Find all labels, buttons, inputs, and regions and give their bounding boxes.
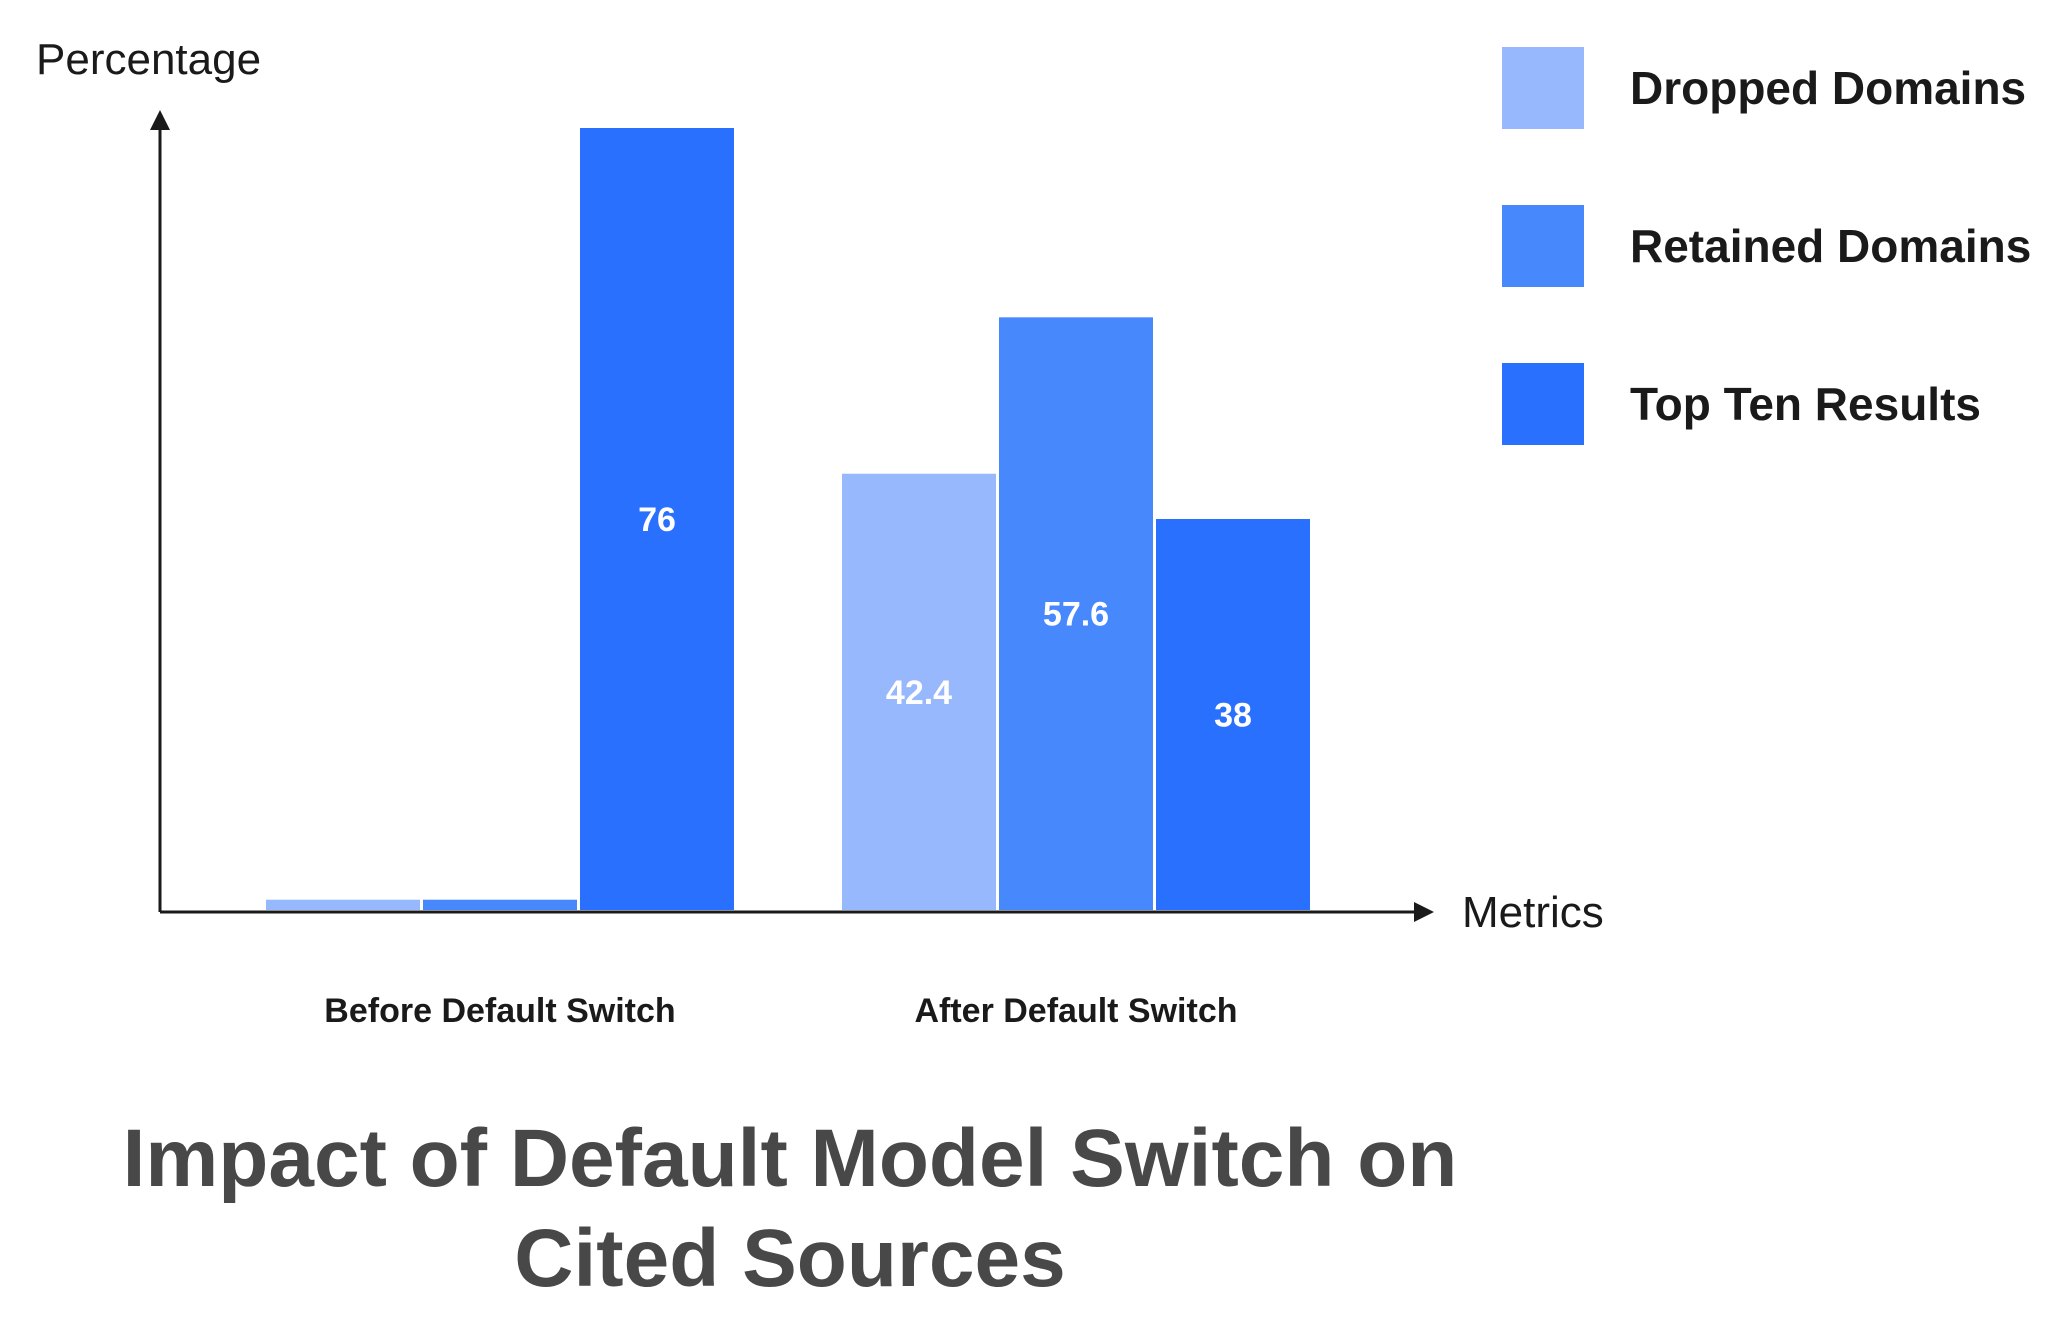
bar-after-default-switch-dropped-domains bbox=[842, 473, 996, 910]
axes bbox=[150, 110, 1434, 922]
value-labels: 76 42.4 57.6 38 bbox=[638, 501, 1252, 735]
y-axis-arrow-icon bbox=[150, 110, 170, 130]
bar-after-default-switch-retained-domains bbox=[999, 317, 1153, 911]
category-labels: Before Default Switch After Default Switc… bbox=[324, 992, 1237, 1030]
legend-label-dropped-domains: Dropped Domains bbox=[1630, 62, 2026, 114]
chart-title: Impact of Default Model Switch on Cited … bbox=[123, 1113, 1458, 1304]
bars bbox=[266, 128, 1310, 911]
bar-before-default-switch-top-ten-results bbox=[580, 128, 734, 910]
value-label-after-default-switch-retained-domains: 57.6 bbox=[1043, 596, 1109, 634]
legend-swatch-top-ten-results bbox=[1502, 363, 1584, 445]
legend-swatch-dropped-domains bbox=[1502, 47, 1584, 129]
bar-before-default-switch-dropped-domains bbox=[266, 899, 420, 910]
legend-label-top-ten-results: Top Ten Results bbox=[1630, 378, 1981, 430]
legend-swatch-retained-domains bbox=[1502, 205, 1584, 287]
chart-title-line-1: Impact of Default Model Switch on bbox=[123, 1113, 1458, 1204]
legend: Dropped Domains Retained Domains Top Ten R… bbox=[1502, 47, 2031, 445]
category-label-before-default-switch: Before Default Switch bbox=[324, 992, 675, 1030]
chart-title-line-2: Cited Sources bbox=[514, 1213, 1065, 1304]
y-axis-label: Percentage bbox=[36, 35, 261, 84]
value-label-before-default-switch-top-ten-results: 76 bbox=[638, 501, 676, 539]
bar-after-default-switch-top-ten-results bbox=[1156, 519, 1310, 910]
x-axis-arrow-icon bbox=[1414, 902, 1434, 922]
bar-before-default-switch-retained-domains bbox=[423, 899, 577, 910]
value-label-after-default-switch-dropped-domains: 42.4 bbox=[886, 674, 952, 712]
legend-label-retained-domains: Retained Domains bbox=[1630, 220, 2031, 272]
value-label-after-default-switch-top-ten-results: 38 bbox=[1214, 697, 1252, 735]
category-label-after-default-switch: After Default Switch bbox=[914, 992, 1237, 1030]
x-axis-label: Metrics bbox=[1462, 888, 1604, 937]
